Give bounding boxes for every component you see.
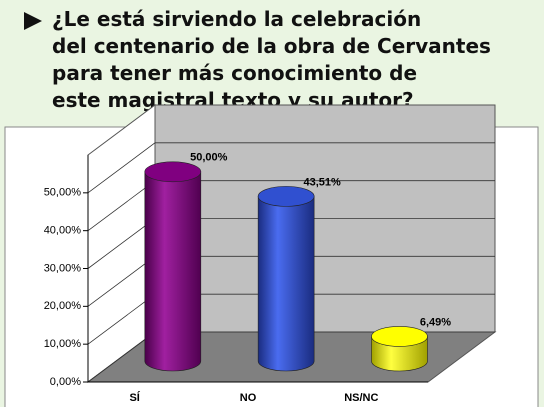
grid-line xyxy=(87,142,495,194)
title-line: para tener más conocimiento de xyxy=(52,61,418,85)
x-tick-label: NO xyxy=(240,392,257,404)
cylinder-top xyxy=(144,161,202,183)
value-label: 50,00% xyxy=(190,152,228,164)
cylinder-top xyxy=(371,326,428,347)
cylinder xyxy=(257,186,315,372)
y-tick-label: 30,00% xyxy=(44,262,82,274)
y-tick-label: 40,00% xyxy=(44,225,82,237)
title-line: ¿Le está sirviendo la celebración xyxy=(52,7,422,31)
y-tick-label: 10,00% xyxy=(44,338,82,350)
bullet-arrow xyxy=(24,12,42,30)
cylinder-top xyxy=(257,186,315,207)
title-line: del centenario de la obra de Cervantes xyxy=(52,34,491,58)
y-tick-label: 50,00% xyxy=(44,187,82,199)
cylinder-body xyxy=(144,171,202,372)
cylinder xyxy=(144,161,202,372)
cylinder xyxy=(371,326,428,372)
value-label: 43,51% xyxy=(303,176,341,188)
x-tick-label: NS/NC xyxy=(344,392,378,404)
value-label: 6,49% xyxy=(420,316,451,328)
y-tick-label: 0,00% xyxy=(50,376,81,388)
x-tick-label: SÍ xyxy=(129,391,140,404)
cylinder-body xyxy=(257,196,315,372)
y-tick-label: 20,00% xyxy=(44,300,82,312)
